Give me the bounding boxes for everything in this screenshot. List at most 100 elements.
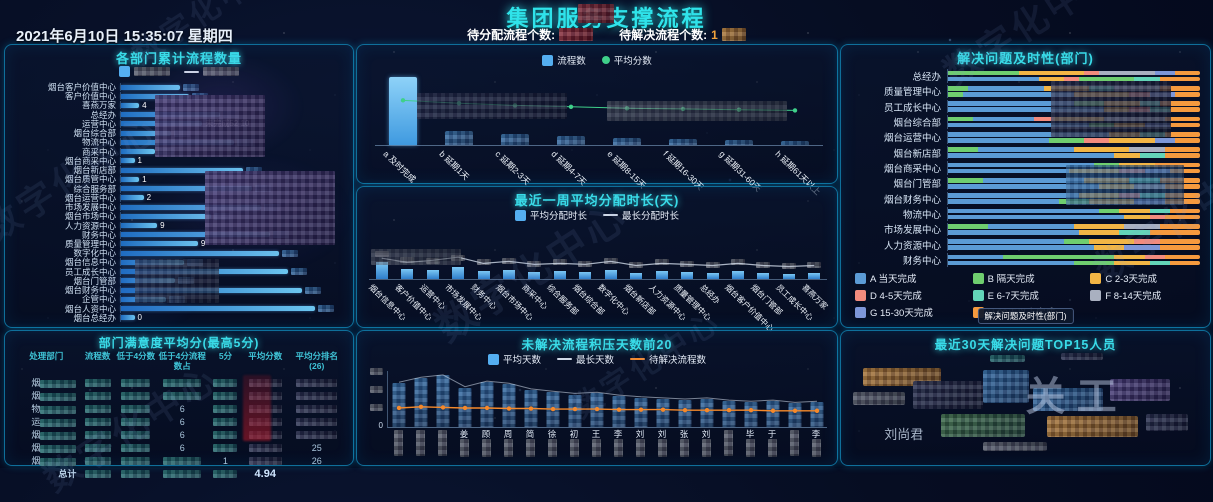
assign-bar[interactable]	[477, 270, 490, 279]
backlog-bar[interactable]	[700, 399, 714, 427]
legend-item[interactable]: C 2-3天完成	[1090, 271, 1202, 285]
flow-dist-bar[interactable]	[501, 134, 529, 145]
dept-bar[interactable]	[121, 84, 180, 90]
backlog-bar[interactable]	[722, 401, 736, 427]
legend-item[interactable]	[119, 66, 170, 77]
legend-item[interactable]: A 当天完成	[855, 271, 967, 285]
dept-bar[interactable]	[121, 176, 140, 182]
backlog-bar[interactable]	[392, 383, 406, 427]
redacted-name-blob[interactable]	[1032, 387, 1104, 412]
dept-bar[interactable]	[121, 315, 135, 321]
dept-bar[interactable]	[121, 149, 155, 155]
backlog-bar[interactable]	[414, 377, 428, 427]
dept-bar[interactable]	[121, 158, 135, 164]
flow-dist-bar[interactable]	[781, 140, 809, 145]
assign-bar[interactable]	[782, 273, 795, 279]
stacked-bar[interactable]	[948, 76, 1200, 82]
stacked-bar[interactable]	[948, 260, 1200, 266]
table-row[interactable]: 烟	[13, 389, 345, 402]
dept-bar[interactable]	[121, 102, 140, 108]
backlog-bar[interactable]	[502, 384, 516, 427]
legend-item[interactable]: G 15-30天完成	[855, 305, 967, 319]
table-row[interactable]: 烟 1 26	[13, 454, 345, 467]
legend-item[interactable]: E 6-7天完成	[972, 288, 1085, 302]
redacted-name-blob[interactable]	[1046, 415, 1139, 438]
backlog-bar[interactable]	[810, 402, 824, 427]
wordcloud-name[interactable]: 关 工	[1025, 374, 1117, 419]
redacted-name-blob[interactable]	[852, 392, 906, 405]
assign-bar[interactable]	[528, 271, 541, 279]
assign-bar[interactable]	[375, 262, 388, 279]
stacked-bar[interactable]	[948, 162, 1200, 168]
table-row[interactable]: 烟 6 25	[13, 441, 345, 454]
legend-item[interactable]: B 隔天完成	[972, 271, 1085, 285]
flow-dist-bar[interactable]	[389, 76, 417, 145]
legend-item[interactable]: D 4-5天完成	[855, 288, 967, 302]
redacted-name-blob[interactable]	[983, 441, 1047, 452]
stacked-bar[interactable]	[948, 153, 1200, 158]
stacked-bar[interactable]	[948, 245, 1200, 250]
dept-bar[interactable]	[121, 241, 198, 247]
backlog-bar[interactable]	[480, 382, 494, 427]
flow-dist-bar[interactable]	[613, 137, 641, 145]
dept-bar[interactable]	[121, 232, 271, 238]
stacked-bar[interactable]	[948, 254, 1200, 260]
assign-bar[interactable]	[553, 270, 566, 279]
dept-bar[interactable]	[121, 167, 244, 173]
legend-item[interactable]: 最长天数	[556, 352, 614, 366]
backlog-bar[interactable]	[744, 402, 758, 427]
assign-bar[interactable]	[502, 269, 515, 279]
dept-bar[interactable]	[121, 130, 171, 136]
stacked-bar[interactable]	[948, 239, 1200, 244]
backlog-bar[interactable]	[436, 375, 450, 427]
assign-bar[interactable]	[731, 270, 744, 279]
assign-bar[interactable]	[808, 272, 821, 279]
assign-bar[interactable]	[579, 271, 592, 279]
dept-bar[interactable]	[121, 223, 158, 229]
redacted-name-blob[interactable]	[1110, 379, 1171, 401]
backlog-bar[interactable]	[788, 403, 802, 427]
stacked-bar[interactable]	[948, 208, 1200, 214]
stacked-bar[interactable]	[948, 214, 1200, 220]
dept-bar[interactable]	[121, 186, 253, 192]
stacked-bar[interactable]	[948, 147, 1200, 152]
backlog-bar[interactable]	[634, 397, 648, 427]
redacted-name-blob[interactable]	[863, 368, 941, 386]
flow-dist-bar[interactable]	[557, 136, 585, 145]
table-row[interactable]: 总计 4.94	[13, 467, 345, 480]
redacted-name-blob[interactable]	[1145, 413, 1188, 431]
assign-bar[interactable]	[706, 272, 719, 279]
assign-bar[interactable]	[426, 269, 439, 279]
table-row[interactable]: 烟	[13, 376, 345, 389]
legend-item[interactable]: 平均分数	[601, 53, 652, 67]
backlog-bar[interactable]	[766, 401, 780, 427]
dept-bar[interactable]	[121, 213, 212, 219]
stacked-bar[interactable]	[948, 224, 1200, 229]
legend-item[interactable]	[184, 67, 239, 76]
legend-item[interactable]: 平均天数	[487, 352, 541, 366]
legend-item[interactable]: 最长分配时长	[603, 208, 679, 222]
backlog-bar[interactable]	[678, 400, 692, 427]
redacted-name-blob[interactable]	[983, 370, 1029, 403]
legend-item[interactable]: 平均分配时长	[514, 208, 587, 222]
assign-bar[interactable]	[630, 272, 643, 279]
dept-bar[interactable]	[121, 306, 316, 312]
redacted-name-blob[interactable]	[1060, 353, 1104, 360]
dept-bar[interactable]	[121, 250, 280, 256]
legend-item[interactable]: 流程数	[542, 53, 586, 67]
redacted-name-blob[interactable]	[912, 381, 984, 410]
flow-dist-bar[interactable]	[725, 139, 753, 145]
redacted-name-blob[interactable]	[940, 413, 1026, 438]
assign-bar[interactable]	[604, 269, 617, 279]
wordcloud-name[interactable]: 刘尚君	[884, 427, 924, 443]
dept-bar[interactable]	[121, 204, 262, 210]
backlog-bar[interactable]	[656, 399, 670, 427]
flow-dist-bar[interactable]	[445, 130, 473, 145]
redacted-name-blob[interactable]	[990, 355, 1026, 362]
legend-item[interactable]: 待解决流程数	[630, 352, 706, 366]
flow-dist-bar[interactable]	[669, 139, 697, 145]
dept-bar[interactable]	[121, 93, 189, 99]
